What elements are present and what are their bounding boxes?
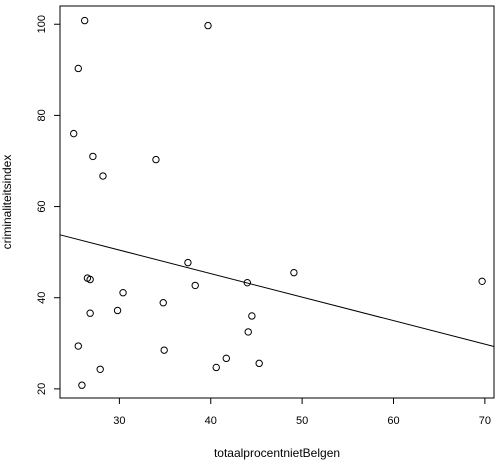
data-point xyxy=(248,312,256,320)
data-point xyxy=(119,289,127,297)
data-point xyxy=(152,155,160,164)
data-point xyxy=(244,328,252,336)
y-tick-label: 60 xyxy=(36,200,48,212)
regression-line xyxy=(59,234,495,347)
data-point xyxy=(78,381,86,389)
y-tick-label: 40 xyxy=(36,292,48,304)
y-axis: 20 40 60 80 100 xyxy=(36,15,60,395)
x-tick-label: 70 xyxy=(479,415,491,427)
y-axis-title: criminaliteitsindex xyxy=(0,155,14,250)
data-point xyxy=(191,281,199,290)
data-point xyxy=(113,306,122,315)
data-point xyxy=(222,354,230,363)
data-point xyxy=(290,268,298,277)
y-tick-label: 80 xyxy=(36,109,48,121)
x-axis: 30 40 50 60 70 xyxy=(113,398,491,427)
data-point xyxy=(204,21,212,30)
data-points xyxy=(70,16,486,389)
data-point xyxy=(86,309,94,317)
x-tick-label: 40 xyxy=(205,415,217,427)
data-point xyxy=(184,258,192,267)
x-axis-title: totaalprocentnietBelgen xyxy=(214,446,340,460)
data-point xyxy=(74,64,82,73)
y-tick-label: 100 xyxy=(36,15,48,33)
data-point xyxy=(212,363,220,372)
data-point xyxy=(74,342,82,350)
x-tick-label: 30 xyxy=(113,415,125,427)
data-point xyxy=(99,172,107,180)
data-point xyxy=(96,365,104,373)
x-tick-label: 60 xyxy=(387,415,399,427)
data-point xyxy=(255,359,263,368)
data-point xyxy=(478,277,486,286)
data-point xyxy=(80,16,89,25)
y-tick-label: 20 xyxy=(36,383,48,395)
data-point xyxy=(159,299,167,307)
x-tick-label: 50 xyxy=(296,415,308,427)
plot-box xyxy=(59,5,495,399)
data-point xyxy=(89,152,97,161)
data-point xyxy=(86,275,94,284)
data-point xyxy=(70,129,78,138)
data-point xyxy=(160,346,168,354)
